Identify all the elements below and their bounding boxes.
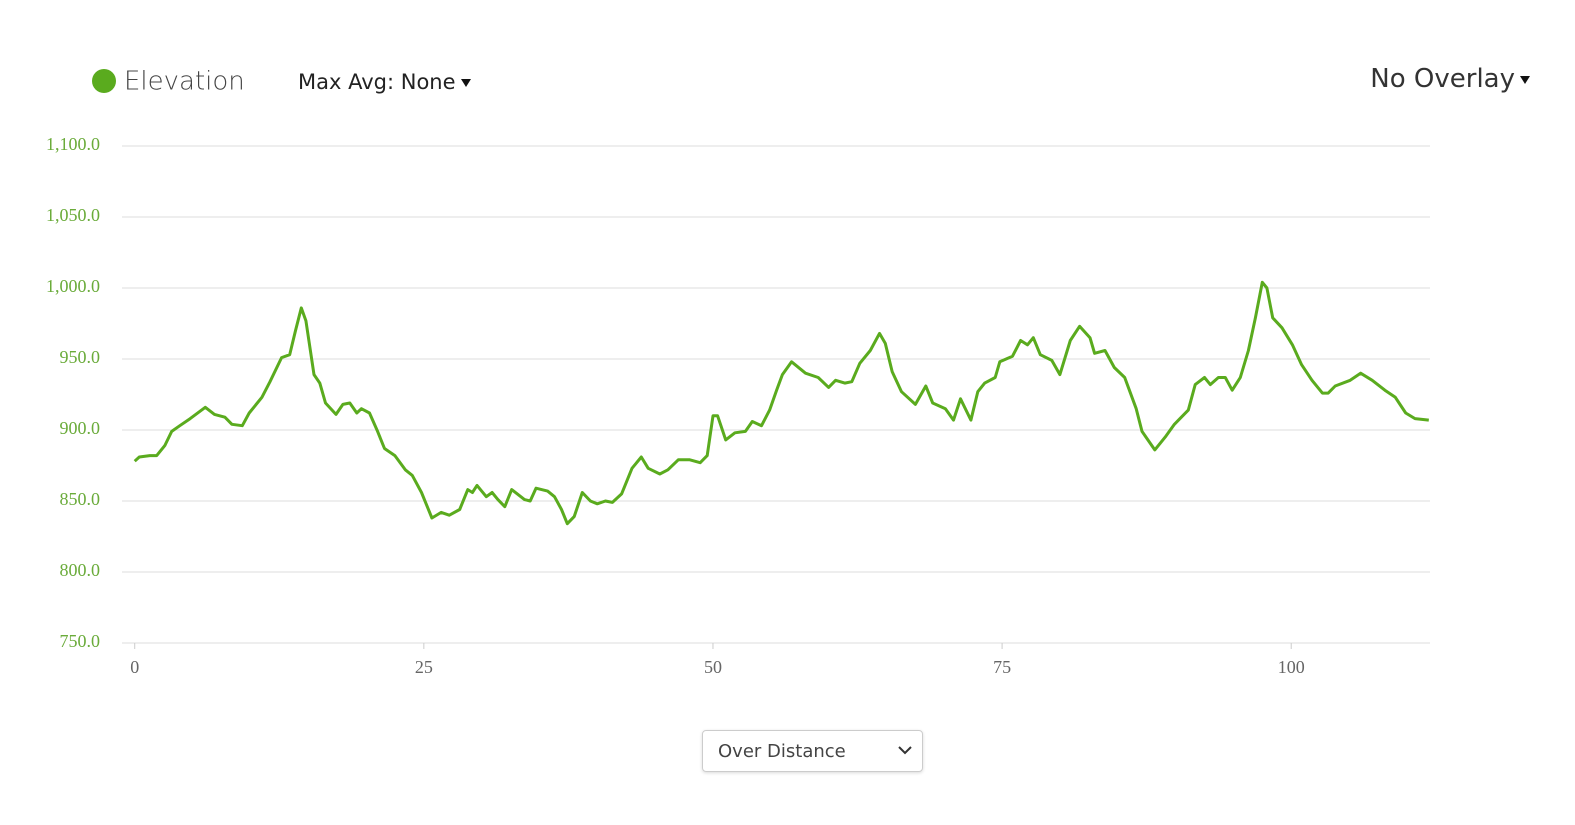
overlay-label: No Overlay — [1370, 64, 1515, 94]
legend-marker — [92, 69, 116, 93]
max-avg-dropdown[interactable]: Max Avg: None — [298, 70, 471, 94]
elevation-line — [133, 280, 1429, 526]
caret — [1520, 75, 1530, 84]
overlay-dropdown[interactable]: No Overlay — [1370, 64, 1530, 94]
y-tick-label: 900.0 — [60, 418, 101, 438]
x-tick-label: 100 — [1278, 657, 1305, 677]
y-tick-label: 1,050.0 — [46, 205, 100, 225]
mode-select[interactable]: Over Distance — [702, 730, 923, 772]
y-tick-label: 1,000.0 — [46, 276, 100, 296]
y-tick-label: 1,100.0 — [46, 134, 100, 154]
y-tick-label: 750.0 — [60, 631, 101, 651]
max-avg-label: Max Avg: None — [298, 70, 456, 94]
mode-label: Over Distance — [718, 741, 846, 762]
chevron — [898, 746, 912, 755]
caret — [460, 79, 471, 87]
x-tick-label: 75 — [993, 657, 1011, 677]
x-tick-label: 25 — [415, 657, 433, 677]
y-tick-label: 850.0 — [60, 489, 101, 509]
x-tick-label: 0 — [130, 657, 139, 677]
y-tick-label: 950.0 — [60, 347, 101, 367]
x-tick-label: 50 — [704, 657, 722, 677]
y-tick-label: 800.0 — [60, 560, 101, 580]
legend-label: Elevation — [124, 67, 245, 97]
